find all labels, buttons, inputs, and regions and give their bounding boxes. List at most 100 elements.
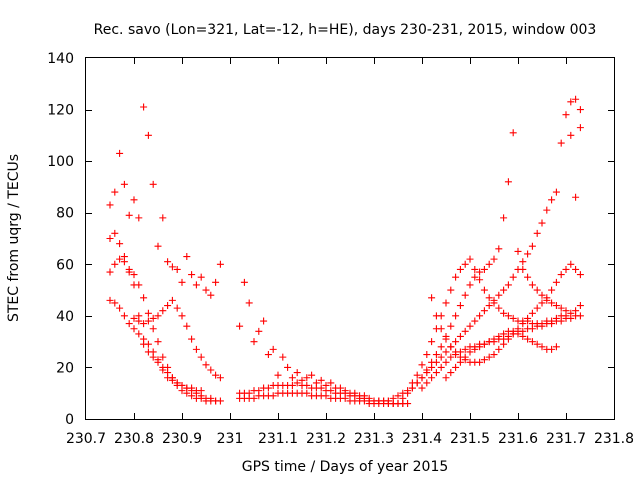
data-point — [250, 338, 258, 346]
data-point — [495, 345, 503, 353]
data-point — [130, 314, 138, 322]
data-point — [135, 330, 143, 338]
data-point — [159, 363, 167, 371]
data-point — [476, 268, 484, 276]
data-point — [428, 374, 436, 382]
data-point — [418, 374, 426, 382]
data-point — [207, 291, 215, 299]
data-point — [461, 353, 469, 361]
data-point — [216, 260, 224, 268]
data-point — [485, 338, 493, 346]
data-point — [207, 366, 215, 374]
x-tick-label: 230.8 — [114, 431, 154, 447]
data-point — [236, 322, 244, 330]
data-point — [192, 389, 200, 397]
data-point — [519, 258, 527, 266]
data-point — [533, 229, 541, 237]
data-point — [144, 317, 152, 325]
data-point — [466, 322, 474, 330]
data-point — [538, 299, 546, 307]
data-point — [500, 340, 508, 348]
data-point — [106, 268, 114, 276]
data-point — [576, 124, 584, 132]
data-point — [125, 320, 133, 328]
data-point — [500, 286, 508, 294]
data-point — [576, 312, 584, 320]
data-point — [452, 363, 460, 371]
data-point — [471, 345, 479, 353]
data-point — [437, 325, 445, 333]
data-point — [120, 180, 128, 188]
data-point — [212, 278, 220, 286]
data-point — [120, 258, 128, 266]
data-point — [500, 309, 508, 317]
data-point — [548, 320, 556, 328]
data-point — [159, 307, 167, 315]
data-point — [178, 312, 186, 320]
data-point — [572, 265, 580, 273]
data-point — [404, 389, 412, 397]
x-tick-label: 231.3 — [354, 431, 394, 447]
data-point — [432, 369, 440, 377]
data-point — [480, 265, 488, 273]
data-point — [168, 296, 176, 304]
data-point — [524, 273, 532, 281]
data-point — [288, 374, 296, 382]
data-point — [423, 351, 431, 359]
data-point — [317, 376, 325, 384]
data-point — [245, 299, 253, 307]
data-point — [428, 358, 436, 366]
data-point — [567, 314, 575, 322]
data-point — [144, 340, 152, 348]
data-point — [418, 361, 426, 369]
data-point — [519, 320, 527, 328]
x-tick-label: 231.6 — [498, 431, 538, 447]
data-point — [188, 271, 196, 279]
data-point — [548, 196, 556, 204]
data-point — [514, 330, 522, 338]
data-point — [284, 363, 292, 371]
x-tick-label: 230.9 — [162, 431, 202, 447]
data-point — [303, 381, 311, 389]
data-point — [576, 302, 584, 310]
data-point — [423, 379, 431, 387]
data-point — [485, 260, 493, 268]
data-point — [173, 304, 181, 312]
data-point — [327, 387, 335, 395]
data-point — [140, 294, 148, 302]
data-point — [389, 394, 397, 402]
data-point — [557, 271, 565, 279]
data-point — [466, 281, 474, 289]
data-point — [528, 242, 536, 250]
data-point — [394, 392, 402, 400]
data-point — [106, 235, 114, 242]
data-point — [260, 317, 268, 325]
data-point — [116, 304, 124, 312]
data-point — [144, 309, 152, 317]
data-point — [490, 351, 498, 359]
y-tick-label: 120 — [47, 103, 74, 119]
data-point — [524, 335, 532, 343]
data-point — [552, 302, 560, 310]
data-point — [509, 129, 517, 137]
data-point — [437, 343, 445, 351]
data-point — [303, 374, 311, 382]
data-point — [538, 343, 546, 351]
data-point — [197, 392, 205, 400]
x-axis-label: GPS time / Days of year 2015 — [242, 459, 449, 475]
x-tick-label: 231.4 — [402, 431, 442, 447]
data-point — [456, 265, 464, 273]
data-point — [480, 340, 488, 348]
data-point — [562, 111, 570, 119]
data-point — [543, 294, 551, 302]
axis-ticks: 230.7 230.8 230.9 231 231.1 231.2 231.3 231.4 23… — [47, 51, 634, 447]
data-point — [576, 106, 584, 114]
data-point — [130, 271, 138, 279]
data-point — [183, 384, 191, 392]
x-tick-label: 231.2 — [306, 431, 346, 447]
data-point — [533, 286, 541, 294]
data-point — [293, 369, 301, 377]
data-point — [178, 278, 186, 286]
x-tick-label: 231.8 — [594, 431, 634, 447]
